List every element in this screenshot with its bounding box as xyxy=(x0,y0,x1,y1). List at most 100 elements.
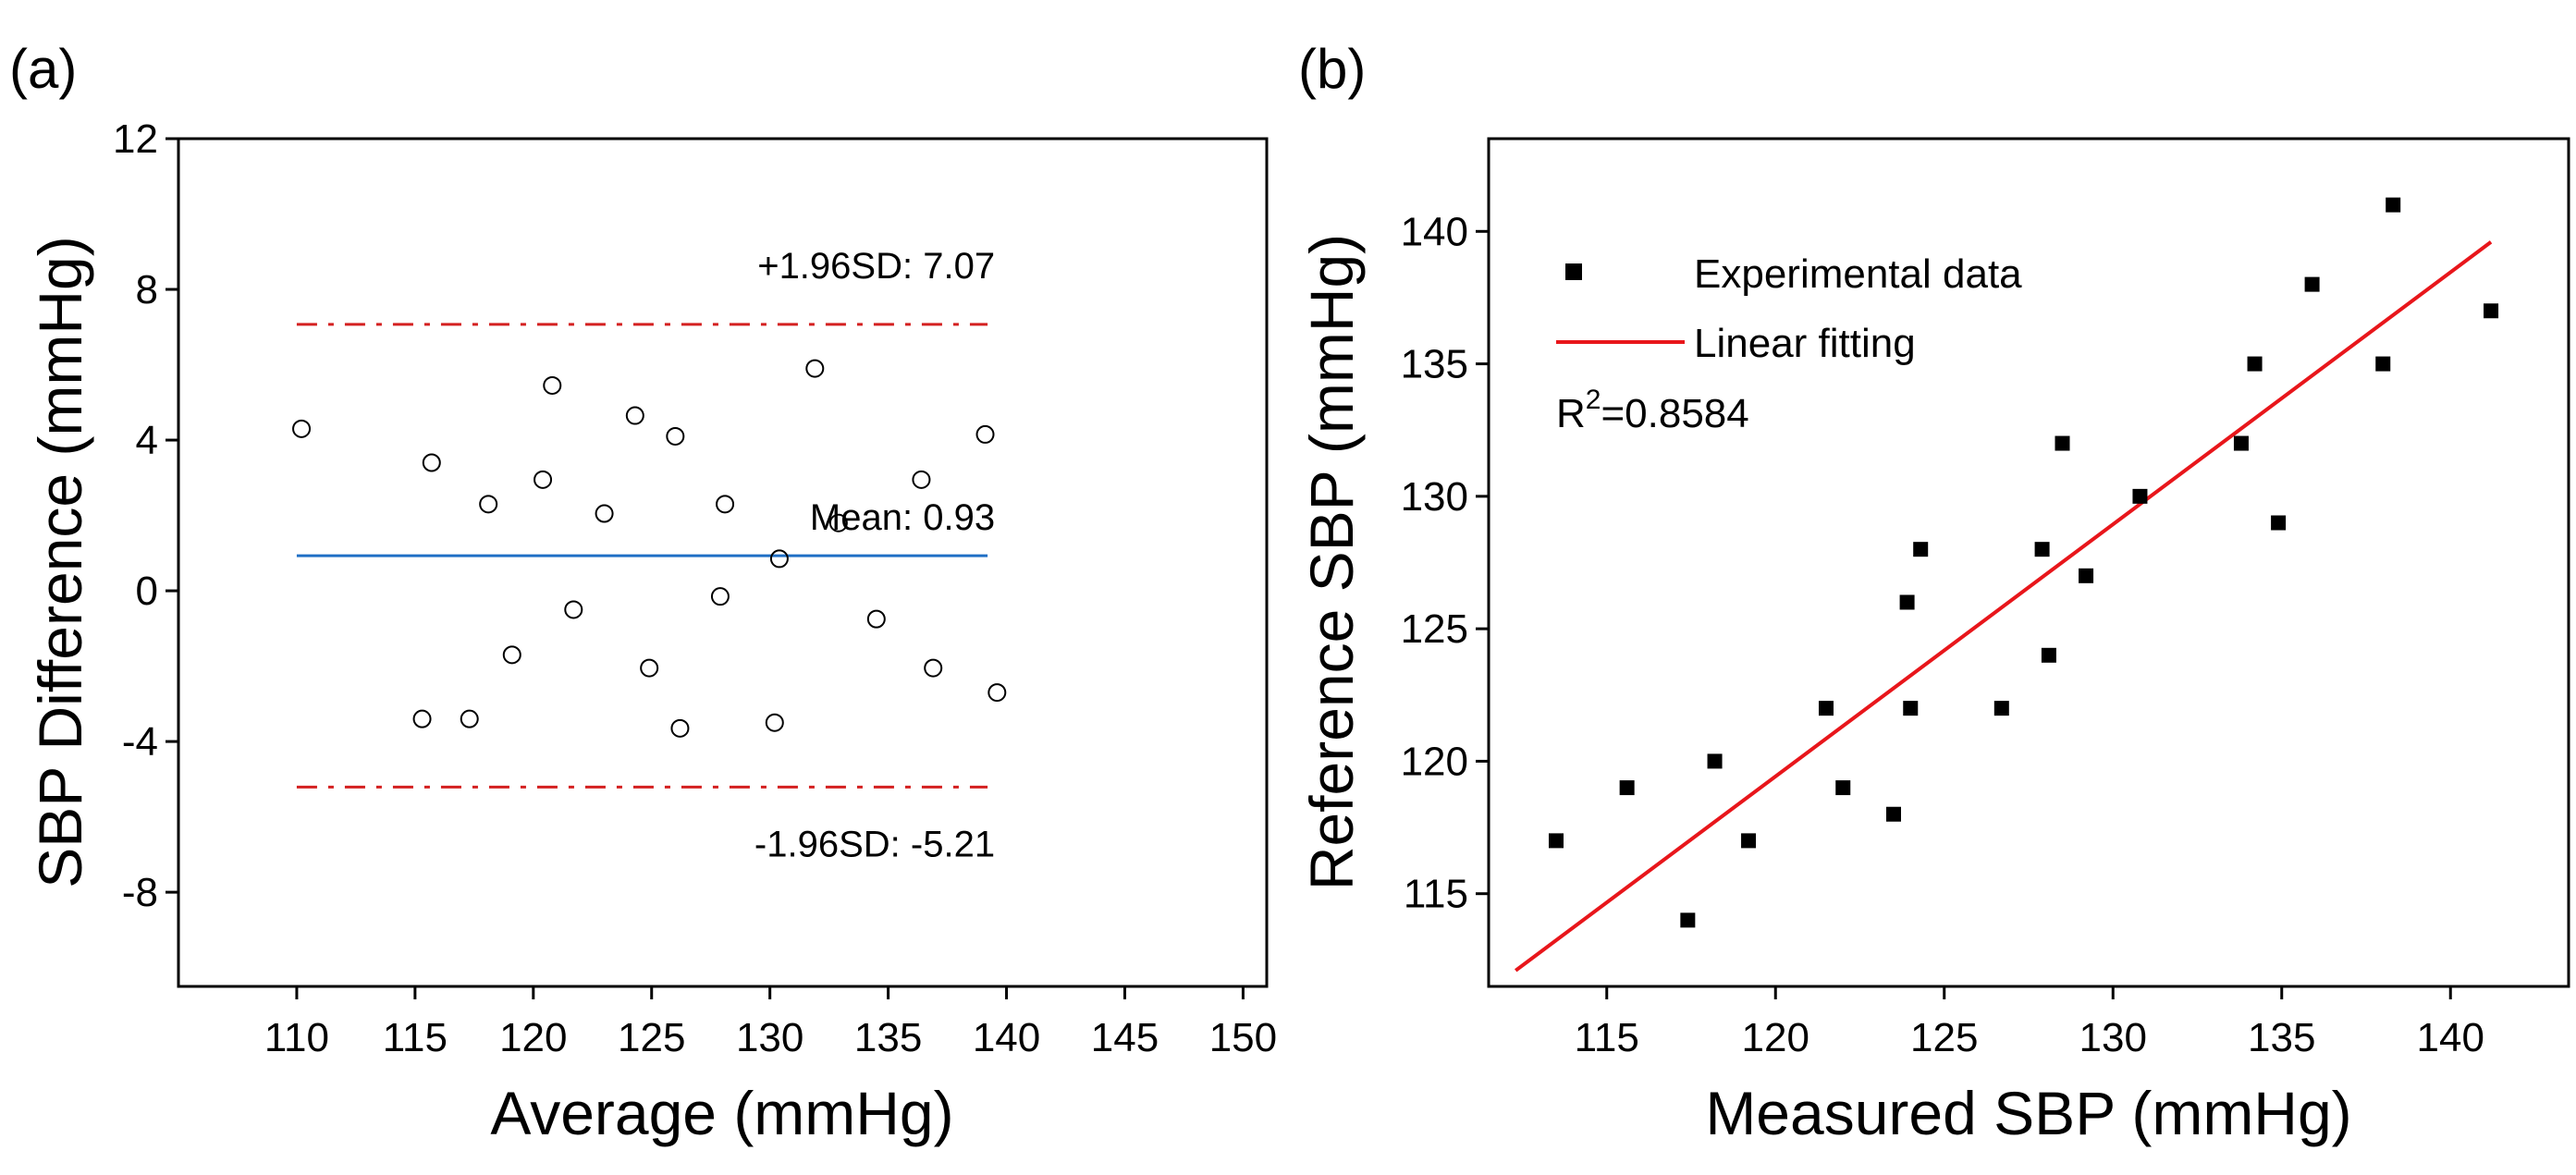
data-point xyxy=(710,587,730,606)
data-point xyxy=(2132,488,2148,504)
data-point xyxy=(2079,568,2094,583)
panel-b-label: (b) xyxy=(1298,38,1366,100)
panel-b-plot-frame xyxy=(1487,137,2570,988)
panel-a-ticks: 110 115 120 125 130 135 140 145 150 -8 -4 0 4 8 12 xyxy=(113,116,1277,1060)
data-point xyxy=(502,645,521,665)
legend: Experimental data Linear fitting R2=0.85… xyxy=(1556,251,2022,436)
data-point xyxy=(1819,701,1834,716)
data-point xyxy=(564,600,583,619)
panel-b-x-tick-label: 125 xyxy=(1910,1015,1978,1060)
data-point xyxy=(1903,701,1919,716)
legend-marker-square xyxy=(1565,263,1582,280)
data-point xyxy=(2484,303,2499,319)
panel-b-x-tick-label: 115 xyxy=(1575,1015,1639,1060)
data-point xyxy=(975,424,995,444)
panel-a-x-tick-label: 125 xyxy=(618,1015,685,1060)
data-point xyxy=(866,609,886,629)
data-point xyxy=(640,658,659,678)
panel-a-x-tick-label: 150 xyxy=(1209,1015,1277,1060)
panel-a-points xyxy=(292,359,1007,738)
data-point xyxy=(460,709,479,728)
panel-a-y-tick-label: -8 xyxy=(122,870,158,915)
data-point xyxy=(987,683,1007,703)
data-point xyxy=(1993,701,2009,716)
linear-fit-line xyxy=(1515,240,2493,973)
data-point xyxy=(412,709,432,728)
panel-b-y-tick-label: 130 xyxy=(1401,474,1468,520)
lower-limit-label: -1.96SD: -5.21 xyxy=(754,824,995,864)
data-point xyxy=(912,470,931,489)
panel-a-limit-lines xyxy=(296,323,988,789)
panel-a-y-tick-label: 0 xyxy=(136,569,158,614)
legend-experimental-data: Experimental data xyxy=(1694,251,2022,297)
data-point xyxy=(543,375,562,395)
r-squared-label: R2=0.8584 xyxy=(1556,385,1749,436)
data-point xyxy=(828,513,848,532)
r-squared-value: =0.8584 xyxy=(1601,391,1748,436)
data-point xyxy=(2247,356,2263,372)
data-point xyxy=(292,419,312,438)
data-point xyxy=(765,713,784,732)
panel-a-y-tick-label: 8 xyxy=(136,267,158,312)
data-point xyxy=(1899,594,1915,610)
data-point xyxy=(670,718,690,738)
panel-b-ticks: 115 120 125 130 135 140 115 120 125 130 135 140 xyxy=(1401,209,2484,1060)
data-point xyxy=(1835,780,1851,796)
data-point xyxy=(625,406,644,425)
data-point xyxy=(2055,435,2070,451)
data-point xyxy=(769,549,789,569)
data-point xyxy=(2304,276,2320,292)
panel-b-y-tick-label: 120 xyxy=(1401,739,1468,784)
panel-b-fit-line xyxy=(1515,240,2493,973)
panel-b: (b) 115 120 125 130 135 140 115 120 125 130 135 140… xyxy=(1297,38,2570,1147)
panel-b-x-axis-title: Measured SBP (mmHg) xyxy=(1705,1079,2351,1147)
data-point xyxy=(2034,542,2050,557)
data-point xyxy=(2041,647,2056,663)
r-squared-prefix: R xyxy=(1556,391,1586,436)
data-point xyxy=(716,495,735,514)
data-point xyxy=(1886,806,1901,822)
panel-a-x-axis-title: Average (mmHg) xyxy=(490,1079,953,1147)
panel-b-y-axis-title: Reference SBP (mmHg) xyxy=(1297,234,1366,890)
panel-b-x-tick-label: 120 xyxy=(1742,1015,1809,1060)
panel-b-points xyxy=(1549,197,2499,928)
data-point xyxy=(1680,912,1696,928)
panel-a-x-tick-label: 115 xyxy=(383,1015,448,1060)
data-point xyxy=(2386,197,2401,213)
data-point xyxy=(534,470,553,489)
panel-a-x-tick-label: 130 xyxy=(736,1015,803,1060)
panel-a-y-tick-label: 4 xyxy=(136,418,158,463)
panel-a-x-tick-label: 140 xyxy=(973,1015,1040,1060)
data-point xyxy=(422,453,441,472)
panel-b-y-tick-label: 115 xyxy=(1404,872,1468,917)
data-point xyxy=(479,495,498,514)
data-point xyxy=(2233,435,2249,451)
data-point xyxy=(805,359,825,378)
panel-b-x-tick-label: 130 xyxy=(2079,1015,2147,1060)
r-squared-superscript: 2 xyxy=(1586,385,1601,415)
panel-a-x-tick-label: 145 xyxy=(1091,1015,1159,1060)
panel-a-label: (a) xyxy=(9,38,77,100)
data-point xyxy=(1741,833,1757,849)
panel-b-x-tick-label: 140 xyxy=(2417,1015,2484,1060)
data-point xyxy=(666,426,685,446)
panel-a: (a) 110 115 120 125 130 135 140 145 150 -8 -4 0 4 8 12… xyxy=(9,38,1277,1147)
upper-limit-label: +1.96SD: 7.07 xyxy=(757,246,995,287)
panel-a-y-tick-label: 12 xyxy=(113,116,158,162)
panel-b-y-tick-label: 140 xyxy=(1401,209,1468,254)
panel-b-y-tick-label: 125 xyxy=(1401,606,1468,652)
data-point xyxy=(2375,356,2391,372)
panel-a-y-tick-label: -4 xyxy=(122,719,158,765)
data-point xyxy=(1913,542,1929,557)
data-point xyxy=(1619,780,1635,796)
mean-label: Mean: 0.93 xyxy=(810,497,995,538)
data-point xyxy=(595,504,614,523)
panel-b-y-tick-label: 135 xyxy=(1401,342,1468,387)
panel-a-x-tick-label: 110 xyxy=(264,1015,329,1060)
data-point xyxy=(924,658,943,678)
panel-a-x-tick-label: 135 xyxy=(854,1015,922,1060)
data-point xyxy=(1549,833,1564,849)
panel-a-plot-frame xyxy=(177,137,1269,988)
panel-b-x-tick-label: 135 xyxy=(2248,1015,2315,1060)
panel-a-x-tick-label: 120 xyxy=(499,1015,567,1060)
